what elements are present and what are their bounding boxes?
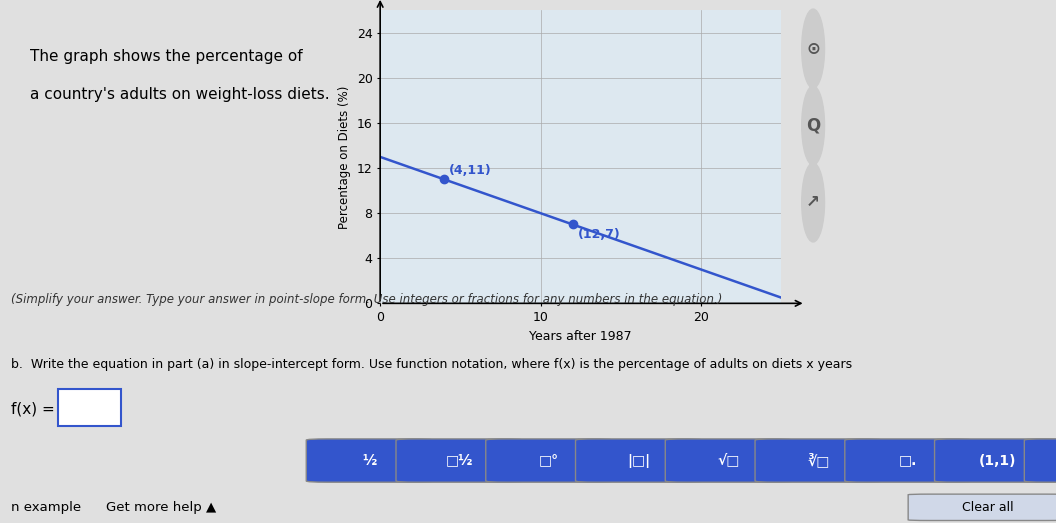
Text: □.: □.: [899, 453, 918, 468]
Text: f(x) =: f(x) =: [11, 402, 54, 417]
FancyBboxPatch shape: [576, 439, 702, 482]
Text: ∛□: ∛□: [807, 453, 830, 468]
Text: ↗: ↗: [806, 194, 821, 211]
Text: (1,1): (1,1): [979, 453, 1017, 468]
Text: (12,7): (12,7): [578, 228, 620, 241]
Text: The graph shows the percentage of: The graph shows the percentage of: [31, 49, 303, 64]
Circle shape: [802, 86, 825, 165]
FancyBboxPatch shape: [935, 439, 1056, 482]
Y-axis label: Percentage on Diets (%): Percentage on Diets (%): [338, 85, 351, 229]
Text: a country's adults on weight-loss diets.: a country's adults on weight-loss diets.: [31, 87, 331, 102]
Text: □°: □°: [539, 453, 560, 468]
FancyBboxPatch shape: [908, 494, 1056, 520]
Text: (Simplify your answer. Type your answer in point-slope form. Use integers or fra: (Simplify your answer. Type your answer …: [11, 293, 722, 305]
FancyBboxPatch shape: [58, 389, 121, 426]
FancyBboxPatch shape: [755, 439, 882, 482]
Text: Q: Q: [806, 117, 821, 134]
FancyBboxPatch shape: [306, 439, 433, 482]
FancyBboxPatch shape: [1024, 439, 1056, 482]
FancyBboxPatch shape: [486, 439, 612, 482]
Text: ⊙: ⊙: [806, 40, 821, 58]
Text: n example: n example: [11, 501, 80, 514]
Text: b.  Write the equation in part (a) in slope-intercept form. Use function notatio: b. Write the equation in part (a) in slo…: [11, 358, 852, 371]
FancyBboxPatch shape: [396, 439, 523, 482]
Text: √□: √□: [717, 453, 740, 468]
FancyBboxPatch shape: [665, 439, 792, 482]
Text: ½: ½: [362, 453, 377, 468]
X-axis label: Years after 1987: Years after 1987: [529, 329, 633, 343]
Circle shape: [802, 9, 825, 88]
Circle shape: [802, 163, 825, 242]
Text: Clear all: Clear all: [962, 501, 1013, 514]
Text: Get more help ▲: Get more help ▲: [106, 501, 215, 514]
Text: |□|: |□|: [627, 453, 650, 468]
Text: □½: □½: [446, 453, 473, 468]
FancyBboxPatch shape: [845, 439, 972, 482]
Text: (4,11): (4,11): [449, 164, 492, 177]
